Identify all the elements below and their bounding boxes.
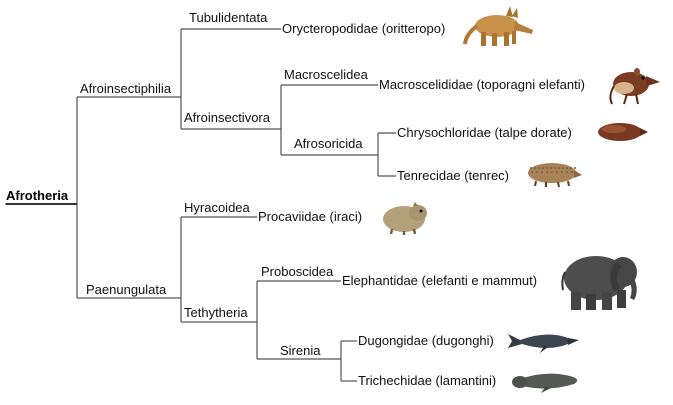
clade-afrosoricida: Afrosoricida (294, 136, 363, 151)
elephant-icon (561, 256, 637, 310)
aardvark-icon (463, 6, 533, 46)
clade-sirenia: Sirenia (280, 343, 321, 358)
golden-mole-icon (598, 123, 648, 141)
hyrax-icon (383, 202, 427, 235)
taxon-elephantidae: Elephantidae (elefanti e mammut) (342, 273, 537, 288)
dugong-icon (508, 334, 579, 353)
tree-edges (5, 28, 396, 382)
taxon-chrysochloridae: Chrysochloridae (talpe dorate) (397, 125, 572, 140)
clade-hyracoidea: Hyracoidea (184, 200, 251, 215)
clade-afroinsectivora: Afroinsectivora (184, 110, 271, 125)
clade-proboscidea: Proboscidea (261, 264, 334, 279)
taxon-dugongidae: Dugongidae (dugonghi) (358, 333, 494, 348)
clade-tethytheria: Tethytheria (184, 305, 248, 320)
taxon-trichechidae: Trichechidae (lamantini) (358, 373, 496, 388)
clade-tubulidentata: Tubulidentata (189, 10, 268, 25)
taxon-procaviidae: Procaviidae (iraci) (258, 209, 362, 224)
manatee-icon (512, 373, 578, 393)
elephant-shrew-icon (609, 68, 660, 105)
taxon-orycteropodidae: Orycteropodidae (oritteropo) (282, 21, 445, 36)
tenrec-icon (528, 163, 582, 188)
taxon-labels: Orycteropodidae (oritteropo) Macroscelid… (258, 21, 585, 388)
clade-afroinsectiphilia: Afroinsectiphilia (80, 81, 172, 96)
taxon-tenrecidae: Tenrecidae (tenrec) (397, 168, 509, 183)
root-label: Afrotheria (6, 188, 69, 203)
taxon-macroscelididae: Macroscelididae (toporagni elefanti) (379, 77, 585, 92)
clade-labels: Afrotheria Afroinsectiphilia Paenungulat… (6, 10, 369, 358)
clade-paenungulata: Paenungulata (86, 282, 167, 297)
animal-illustrations (383, 6, 660, 393)
clade-macroscelidea: Macroscelidea (284, 67, 369, 82)
